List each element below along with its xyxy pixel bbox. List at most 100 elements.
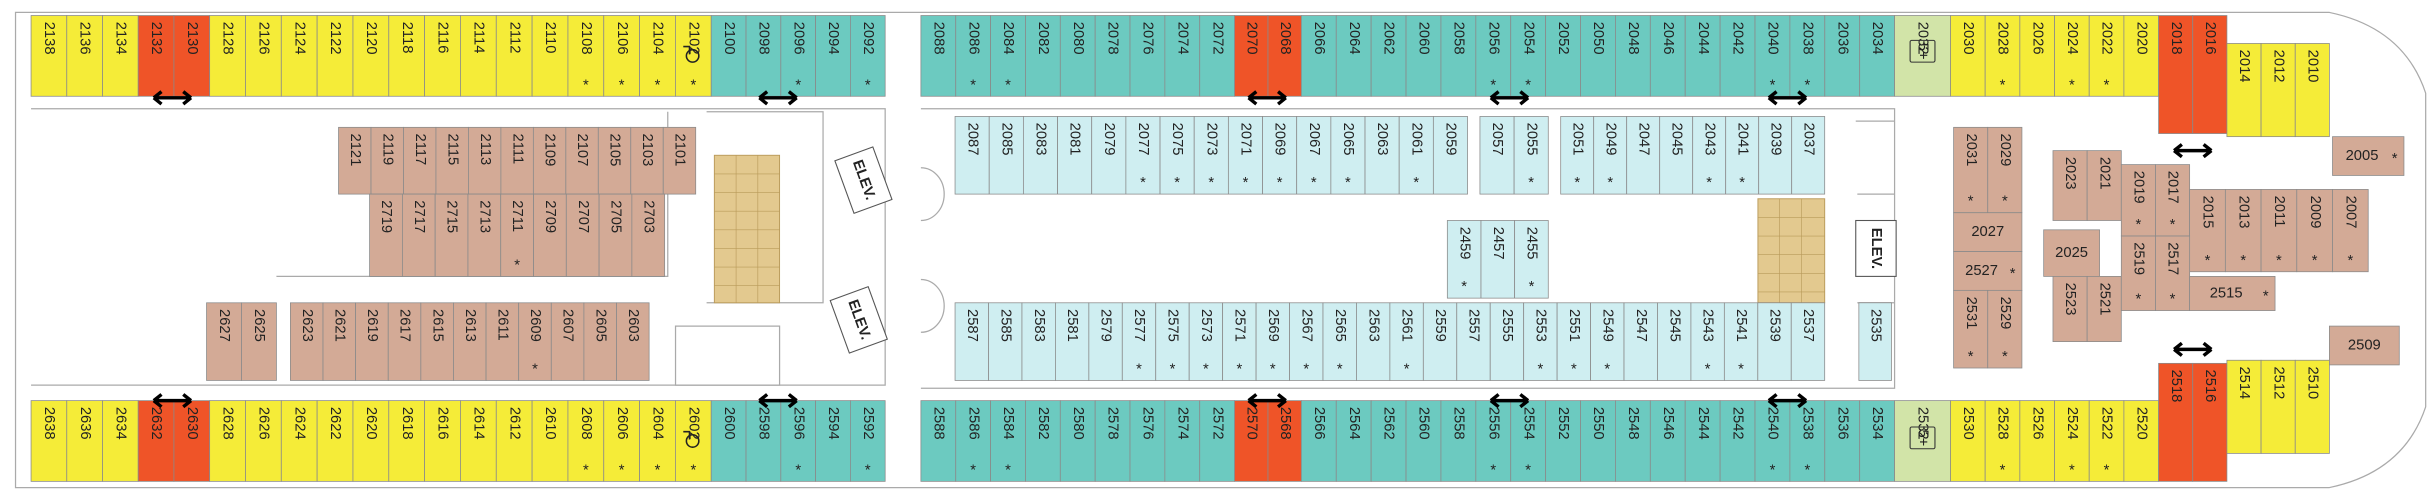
- cabin-number: 2096: [790, 22, 806, 55]
- cabin-note: *: [1706, 175, 1712, 191]
- cabin-cell: [468, 126, 502, 195]
- cabin: 2518: [2158, 362, 2194, 482]
- cabin-note: *: [1770, 77, 1776, 93]
- cabin-note: *: [1538, 361, 1544, 377]
- cabin: 2067 *: [1296, 116, 1332, 195]
- cabin-number: 2048: [1625, 22, 1641, 55]
- cabin: 2596 *: [780, 400, 816, 482]
- cabin-note: *: [690, 462, 696, 478]
- cabin: 2624: [280, 400, 318, 482]
- connecting-arrow: [758, 90, 798, 106]
- cabin-number: 2520: [2133, 407, 2149, 440]
- cabin: 2455 *: [1514, 220, 1549, 299]
- cabin-number: 2541: [1733, 309, 1749, 342]
- cabin-cell: [675, 15, 712, 97]
- cabin-number: 2087: [964, 123, 980, 156]
- cabin-note: *: [1203, 361, 1209, 377]
- cabin-number: 2578: [1105, 407, 1121, 440]
- cabin-number: 2108: [578, 22, 594, 55]
- cabin: 2534: [1859, 400, 1895, 482]
- cabin-note: *: [1525, 77, 1531, 93]
- cabin-note: *: [1005, 77, 1011, 93]
- cabin: 2009 *: [2296, 189, 2333, 273]
- cabin: 2563: [1356, 302, 1391, 381]
- room-outline: [276, 111, 945, 386]
- cabin: 2122: [316, 15, 354, 97]
- cabin: 2614: [460, 400, 497, 482]
- cabin-cell: [290, 302, 324, 381]
- cabin: 2117: [403, 126, 437, 195]
- cabin-number: 2038: [1799, 22, 1815, 55]
- cabin-note: *: [2000, 77, 2006, 93]
- cabin: 2057: [1479, 116, 1515, 195]
- cabin-note: *: [1738, 361, 1744, 377]
- cabin: 2561 *: [1389, 302, 1424, 381]
- cabin-number: 2514: [2236, 366, 2252, 399]
- cabin-note: *: [795, 77, 801, 93]
- cabin: 2584 *: [990, 400, 1026, 482]
- cabin-number: 2024: [2064, 22, 2080, 55]
- cabin-cell: [815, 400, 851, 482]
- cabin: 2541 *: [1723, 302, 1759, 381]
- cabin-number: 2561: [1399, 309, 1415, 342]
- cabin-number: 2013: [2235, 196, 2251, 229]
- cabin-number: 2100: [721, 22, 737, 55]
- cabin-cell: [1719, 400, 1756, 482]
- cabin: 2576: [1129, 400, 1166, 482]
- cabin-number: 2564: [1346, 407, 1362, 440]
- cabin-cell: [102, 400, 139, 482]
- cabin: 2627: [206, 302, 242, 381]
- cabin: 2572: [1199, 400, 1235, 482]
- cabin-cell: [2260, 43, 2296, 138]
- cabin-number: 2573: [1198, 309, 1214, 342]
- cabin-number: 2630: [184, 407, 200, 440]
- cabin-number: 2019: [2130, 171, 2146, 204]
- connecting-arrow: [2173, 143, 2213, 159]
- cabin-cell: [533, 193, 567, 277]
- cabin-cell: [1199, 15, 1235, 97]
- cabin-number: 2548: [1625, 407, 1641, 440]
- cabin-note: *: [1303, 361, 1309, 377]
- cabin-number: 2510: [2304, 366, 2320, 399]
- overlay: ELEV.ELEV.ELEV.5+5+: [152, 39, 2213, 450]
- cabin-number: 2711: [509, 200, 525, 232]
- cabin-cell: [2294, 359, 2330, 454]
- cabin-cell: [369, 193, 403, 277]
- cabin-cell: [30, 400, 68, 482]
- cabin-cell: [1984, 15, 2021, 97]
- cabin-number: 2517: [2165, 242, 2181, 275]
- cabin-number: 2014: [2236, 50, 2252, 83]
- cabin-number: 2022: [2099, 22, 2115, 55]
- cabin: 2607: [550, 302, 585, 381]
- cabin-number: 2717: [411, 200, 427, 233]
- cabin: 2548: [1615, 400, 1651, 482]
- cabin-cell: [2332, 136, 2405, 176]
- cabin-number: 2079: [1101, 123, 1117, 156]
- cabin-number: 2116: [435, 22, 451, 54]
- cabin: 2715: [434, 193, 469, 277]
- cabin-number: 2080: [1070, 22, 1086, 55]
- cabin-number: 2596: [790, 407, 806, 440]
- cabin-number: 2076: [1140, 22, 1156, 55]
- cabin-cell: [1824, 15, 1861, 97]
- cabin-number: 2066: [1311, 22, 1327, 55]
- cabin-note: *: [1208, 175, 1214, 191]
- cabin-cell: [1692, 116, 1727, 195]
- cabin-note: *: [1968, 194, 1974, 210]
- cabin: 2526: [2019, 400, 2055, 482]
- cabin-cell: [780, 400, 816, 482]
- cabin: 2570: [1234, 400, 1269, 482]
- cabin-number: 2579: [1098, 309, 1114, 342]
- cabin: 2086 *: [955, 15, 991, 97]
- cabin-number: 2010: [2304, 50, 2320, 83]
- cabin-cell: [603, 15, 640, 97]
- connecting-arrow: [1489, 90, 1530, 106]
- cabin: 2620: [352, 400, 390, 482]
- cabin-number: 2563: [1365, 309, 1381, 342]
- cabin: 2566: [1300, 400, 1337, 482]
- cabin-cell: [1950, 15, 1986, 97]
- cabin-number: 2040: [1765, 22, 1781, 55]
- cabin-cell: [2294, 43, 2330, 138]
- cabin-number: 2621: [331, 309, 347, 342]
- cabin: 2632: [137, 400, 175, 482]
